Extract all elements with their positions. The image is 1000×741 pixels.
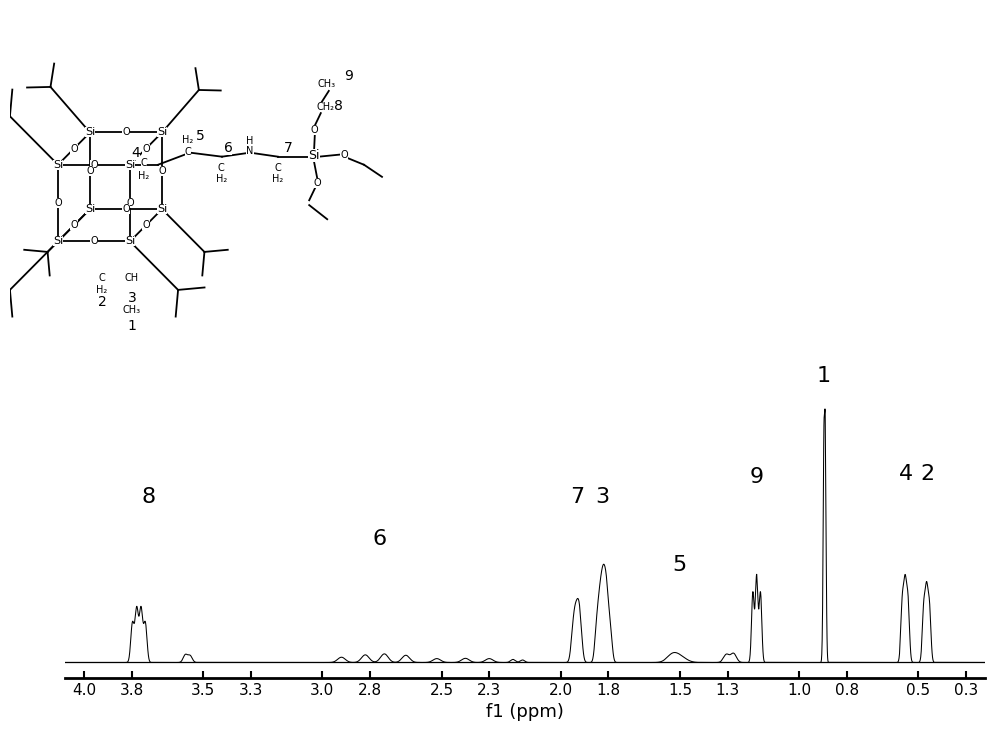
Text: O: O [126,198,134,208]
Text: 1: 1 [128,319,136,333]
Text: O: O [122,127,130,138]
Text: 8: 8 [141,488,155,508]
Text: C: C [185,147,191,157]
Text: CH₃: CH₃ [123,305,141,315]
Text: Si: Si [85,204,95,214]
Text: O: O [90,160,98,170]
Text: 9: 9 [750,467,764,487]
Text: 8: 8 [334,99,343,113]
Text: Si: Si [85,127,95,138]
Text: C: C [99,273,105,283]
Text: CH₂: CH₂ [317,102,335,113]
Text: 3: 3 [128,291,136,305]
X-axis label: f1 (ppm): f1 (ppm) [486,703,564,722]
Text: O: O [142,144,150,153]
Text: O: O [70,144,78,153]
Text: 1: 1 [817,365,831,385]
Text: CH₃: CH₃ [318,79,336,89]
Text: O: O [90,236,98,247]
Text: 7: 7 [284,141,292,155]
Text: H₂: H₂ [182,135,194,144]
Text: C: C [218,163,225,173]
Text: O: O [313,178,321,188]
Text: 6: 6 [224,141,232,155]
Text: O: O [158,166,166,176]
Text: 9: 9 [344,69,353,83]
Text: O: O [70,220,78,230]
Text: 4: 4 [899,464,913,484]
Text: O: O [122,204,130,214]
Text: 3: 3 [595,488,610,508]
Text: O: O [54,198,62,208]
Text: Si: Si [157,127,167,138]
Text: H₂: H₂ [138,171,150,181]
Text: Si: Si [308,150,320,162]
Text: Si: Si [125,236,135,247]
Text: H₂: H₂ [96,285,108,295]
Text: 4: 4 [132,147,140,161]
Text: C: C [275,163,281,173]
Text: O: O [86,166,94,176]
Text: H₂: H₂ [272,174,284,184]
Text: 7: 7 [570,488,584,508]
Text: O: O [142,220,150,230]
Text: 6: 6 [373,528,387,548]
Text: N: N [246,146,254,156]
Text: Si: Si [157,204,167,214]
Text: Si: Si [125,160,135,170]
Text: Si: Si [53,236,63,247]
Text: Si: Si [53,160,63,170]
Text: C: C [141,158,147,167]
Text: CH: CH [125,273,139,283]
Text: O: O [311,125,319,136]
Text: O: O [340,150,348,159]
Text: 5: 5 [673,554,687,574]
Text: 5: 5 [196,129,204,143]
Text: H: H [246,136,254,147]
Text: H₂: H₂ [216,174,227,184]
Text: 2: 2 [98,295,106,309]
Text: 2: 2 [921,464,935,484]
